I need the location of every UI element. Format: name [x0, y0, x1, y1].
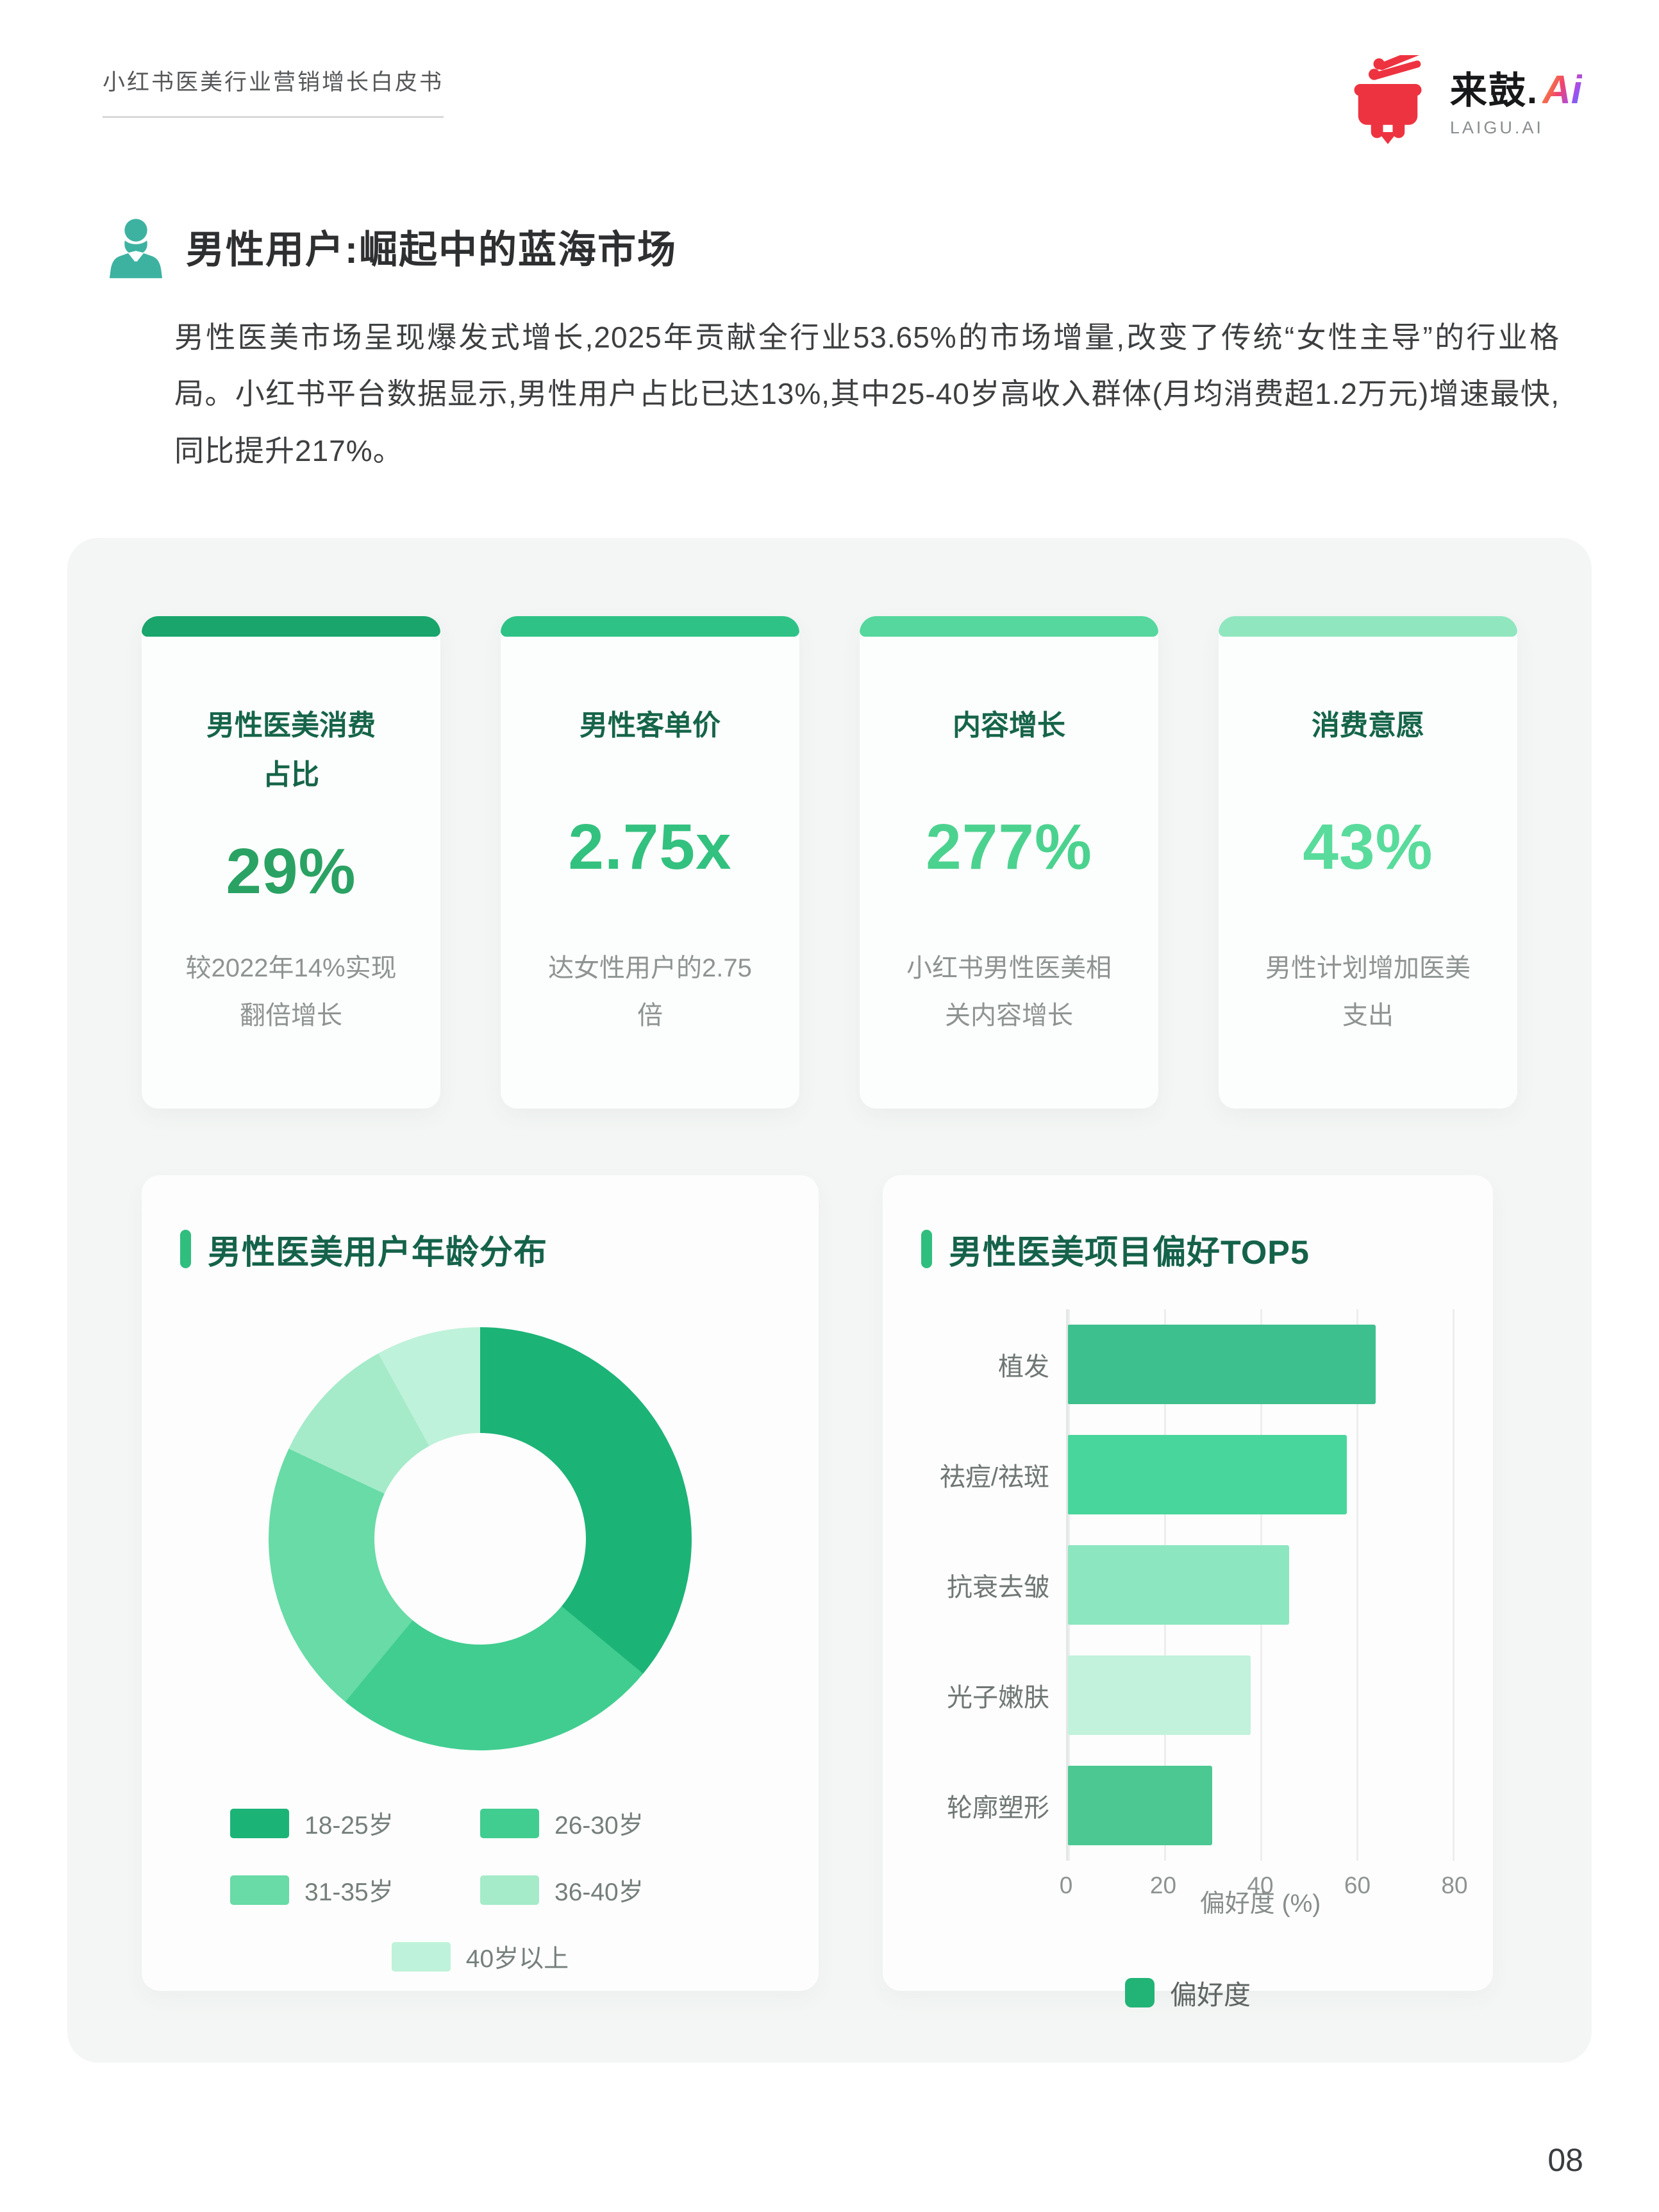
legend-swatch — [480, 1875, 539, 1905]
content-panel: 男性医美消费占比 29% 较2022年14%实现翻倍增长 男性客单价 2.75x… — [67, 537, 1592, 2063]
legend-label: 36-40岁 — [554, 1878, 644, 1906]
stat-card-accent-bar — [142, 616, 440, 637]
brand-subtitle: LAIGU.AI — [1449, 117, 1544, 137]
male-user-icon — [109, 219, 163, 278]
x-tick: 40 — [1247, 1872, 1274, 1898]
project-preference-card: 男性医美项目偏好TOP5 植发 祛痘/祛斑 抗衰去皱 光子嫩肤 轮廓塑形 — [883, 1175, 1493, 2010]
x-tick: 60 — [1344, 1872, 1371, 1898]
legend-swatch — [230, 1808, 289, 1838]
brand-ai-mark: Ai — [1542, 67, 1582, 112]
brand-logo-text: 来鼓. Ai LAIGU.AI — [1449, 67, 1582, 137]
legend-item: 26-30岁 — [480, 1806, 730, 1841]
legend-label: 26-30岁 — [554, 1811, 644, 1839]
page-number: 08 — [1547, 2142, 1583, 2178]
legend-swatch — [480, 1808, 539, 1838]
bar-category-label: 光子嫩肤 — [947, 1683, 1049, 1712]
x-tick: 0 — [1059, 1872, 1073, 1898]
stat-card-spend-intent: 消费意愿 43% 男性计划增加医美支出 — [1219, 616, 1517, 1109]
legend-label: 31-35岁 — [304, 1878, 394, 1906]
stat-card-consumption-share: 男性医美消费占比 29% 较2022年14%实现翻倍增长 — [142, 616, 440, 1109]
bar-chart-title: 男性医美项目偏好TOP5 — [949, 1234, 1310, 1271]
stat-card-content-growth: 内容增长 277% 小红书男性医美相关内容增长 — [860, 616, 1158, 1109]
bar-photorejuvenation — [1068, 1655, 1251, 1735]
stat-card-avg-order-value: 男性客单价 2.75x 达女性用户的2.75倍 — [501, 616, 799, 1109]
stat-description: 男性计划增加医美支出 — [1265, 953, 1471, 1030]
legend-label: 18-25岁 — [304, 1811, 394, 1839]
legend-label: 40岁以上 — [465, 1945, 569, 1973]
brand-name: 来鼓. — [1449, 69, 1538, 112]
stat-card-accent-bar — [1219, 616, 1517, 637]
donut-hole — [374, 1432, 586, 1645]
stat-description: 较2022年14%实现翻倍增长 — [185, 953, 397, 1030]
brand-logo: 来鼓. Ai LAIGU.AI — [1340, 55, 1582, 151]
legend-item: 36-40岁 — [480, 1872, 730, 1908]
legend-label: 偏好度 — [1169, 1979, 1251, 2010]
stat-value: 277% — [926, 810, 1092, 883]
stat-value: 29% — [226, 835, 356, 908]
donut-chart-title: 男性医美用户年龄分布 — [208, 1234, 548, 1271]
chart-card-row: 男性医美用户年龄分布 18-25岁 26-30岁 — [142, 1175, 1517, 2010]
x-tick: 80 — [1441, 1872, 1468, 1898]
bar-plot-area — [1066, 1309, 1455, 1861]
bar-hair-transplant — [1068, 1324, 1376, 1404]
legend-item: 40岁以上 — [391, 1939, 569, 1975]
legend-swatch — [391, 1941, 451, 1972]
x-axis-label: 偏好度 (%) — [1199, 1889, 1321, 1918]
legend-item: 18-25岁 — [230, 1806, 480, 1841]
bar-acne-spot-removal — [1068, 1434, 1347, 1514]
legend-item: 31-35岁 — [230, 1872, 480, 1908]
bar-chart-legend: 偏好度 — [921, 1973, 1455, 2013]
stat-card-row: 男性医美消费占比 29% 较2022年14%实现翻倍增长 男性客单价 2.75x… — [142, 616, 1517, 1109]
stat-card-accent-bar — [501, 616, 799, 637]
stat-title: 男性客单价 — [579, 709, 721, 741]
intro-paragraph: 男性医美市场呈现爆发式增长,2025年贡献全行业53.65%的市场增量,改变了传… — [174, 321, 1560, 467]
stat-title: 消费意愿 — [1312, 709, 1424, 741]
bar-category-label: 抗衰去皱 — [947, 1573, 1049, 1602]
bar-category-label: 轮廓塑形 — [947, 1793, 1049, 1822]
stat-value: 2.75x — [568, 810, 732, 883]
stat-value: 43% — [1303, 810, 1433, 883]
legend-swatch — [1124, 1978, 1155, 2008]
bar-contouring — [1068, 1765, 1212, 1845]
stat-card-accent-bar — [860, 616, 1158, 637]
age-donut-chart — [269, 1327, 692, 1750]
bar-category-label: 植发 — [998, 1352, 1049, 1381]
stat-description: 达女性用户的2.75倍 — [548, 953, 752, 1030]
bar-category-label: 祛痘/祛斑 — [939, 1462, 1049, 1491]
stat-title: 男性医美消费占比 — [206, 709, 376, 791]
title-accent-pill — [921, 1230, 932, 1269]
title-accent-pill — [180, 1230, 191, 1269]
page-header: 小红书医美行业营销增长白皮书 来鼓. Ai LAIGU.AI — [0, 0, 1659, 151]
preference-bar-chart: 植发 祛痘/祛斑 抗衰去皱 光子嫩肤 轮廓塑形 — [921, 1309, 1455, 1861]
x-tick: 20 — [1149, 1872, 1177, 1898]
donut-legend: 18-25岁 26-30岁 31-35岁 36-40岁 — [180, 1806, 780, 1975]
stat-title: 内容增长 — [953, 709, 1065, 741]
section-heading: 男性用户:崛起中的蓝海市场 — [103, 213, 1556, 280]
drum-logo-icon — [1354, 55, 1424, 144]
section-title: 男性用户:崛起中的蓝海市场 — [186, 228, 677, 271]
document-title: 小红书医美行业营销增长白皮书 — [103, 64, 444, 118]
bar-anti-aging — [1068, 1545, 1289, 1625]
stat-description: 小红书男性医美相关内容增长 — [906, 953, 1112, 1030]
legend-swatch — [230, 1875, 289, 1905]
age-distribution-card: 男性医美用户年龄分布 18-25岁 26-30岁 — [142, 1175, 819, 1991]
